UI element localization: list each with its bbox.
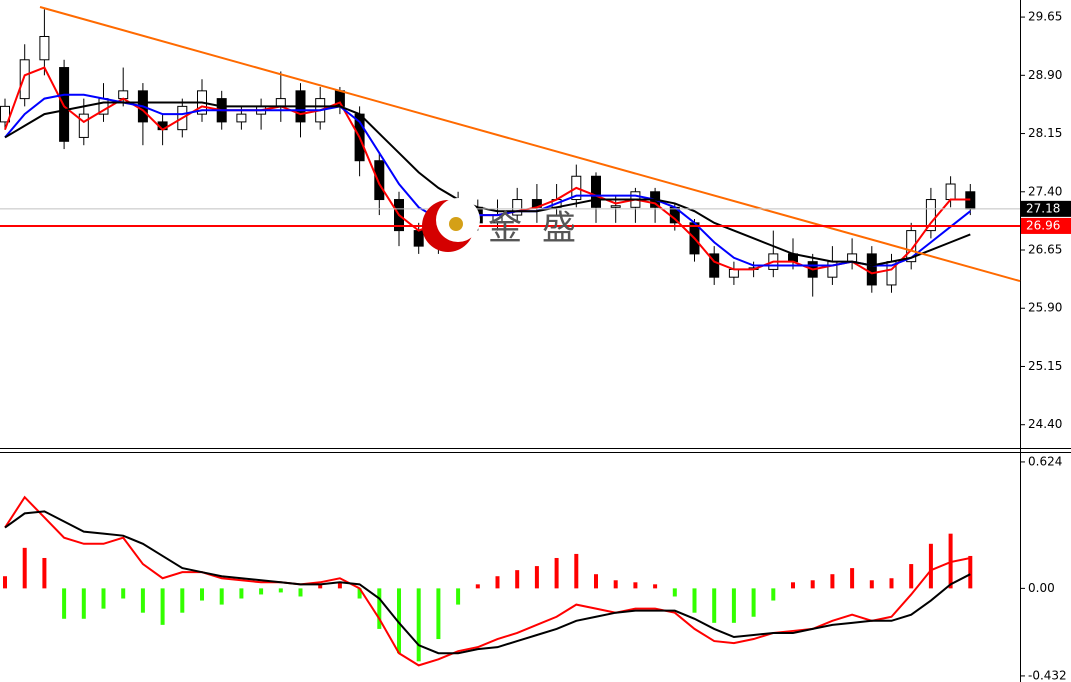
histogram-bar [416,588,421,662]
histogram-bar [121,588,126,599]
histogram-bar [81,588,86,619]
histogram-bar [219,588,224,605]
histogram-bar [200,588,204,601]
candle-body [906,230,917,263]
candle-body [19,59,30,100]
line [4,93,971,267]
price-label: 27.18 [1026,201,1060,215]
histogram-bar [475,584,480,589]
histogram-bar [672,588,677,597]
watermark-logo [422,198,480,252]
histogram-bar [337,582,342,589]
histogram-bar [3,576,7,589]
histogram-bar [534,566,539,589]
histogram-bar [101,588,106,609]
histogram-bar [712,588,717,623]
histogram-bar [653,584,658,589]
y-tick-label: 29.65 [1028,10,1062,24]
histogram-bar [692,588,697,613]
histogram-bar [42,557,47,589]
histogram-bar [160,588,165,625]
candle-body [413,230,424,247]
candle-body [78,113,89,138]
histogram-bar [239,588,244,599]
y-tick-label: 25.15 [1028,359,1062,373]
histogram-bar [633,582,638,589]
histogram-bar [594,574,598,589]
price-label-box [1021,217,1071,234]
candle-body [925,199,936,232]
y-tick-label: 28.90 [1028,68,1062,82]
histogram-bar [968,555,973,589]
candle-body [0,105,10,123]
histogram-bar [613,580,618,589]
histogram-bar [397,588,401,654]
histogram-bar [278,588,283,593]
histogram-bar [180,588,185,613]
y-tick-label: 26.65 [1028,243,1062,257]
histogram-bar [830,574,835,589]
candle-body [512,199,523,216]
histogram-bar [357,588,362,599]
candle-body [118,90,129,100]
price-label-box [1021,200,1071,217]
histogram-bar [436,588,441,640]
y-tick-label: 24.40 [1028,417,1062,431]
histogram-bar [259,588,264,595]
candle-body [610,205,621,208]
trendline [39,6,1021,283]
y-tick-label: 25.90 [1028,301,1062,315]
histogram-bar [771,588,776,601]
histogram-bar [377,588,382,629]
candle-body [847,253,858,263]
histogram-bar [909,564,914,589]
histogram-bar [318,584,323,589]
histogram-bar [495,576,500,589]
y-tick-label: 0.624 [1028,454,1062,468]
histogram-bar [731,588,736,623]
histogram-bar [928,543,933,589]
histogram-bar [298,588,303,597]
candle-body [591,175,601,208]
histogram-bar [62,588,67,619]
price-label: 26.96 [1026,218,1060,232]
histogram-bar [791,582,795,589]
candle-body [728,268,739,278]
candle-body [275,98,286,107]
histogram-bar [850,568,855,589]
histogram-bar [810,580,815,589]
candle-body [374,160,385,201]
line [4,510,971,655]
histogram-bar [456,588,461,605]
y-tick-label: 28.15 [1028,126,1062,140]
candle-body [945,183,956,201]
histogram-bar [751,588,756,617]
histogram-bar [574,553,579,589]
candle-body [709,253,720,278]
y-tick-label: 27.40 [1028,184,1062,198]
candle-body [39,35,50,61]
histogram-bar [554,557,559,589]
y-tick-label: -0.432 [1028,668,1067,682]
candle-body [866,253,877,286]
candle-body [236,113,247,123]
watermark: 金盛 [488,209,596,249]
histogram-bar [889,578,894,589]
y-tick-label: 0.00 [1028,581,1055,595]
histogram-bar [22,547,27,589]
histogram-bar [869,580,874,589]
histogram-bar [140,588,145,613]
histogram-bar [515,570,520,589]
